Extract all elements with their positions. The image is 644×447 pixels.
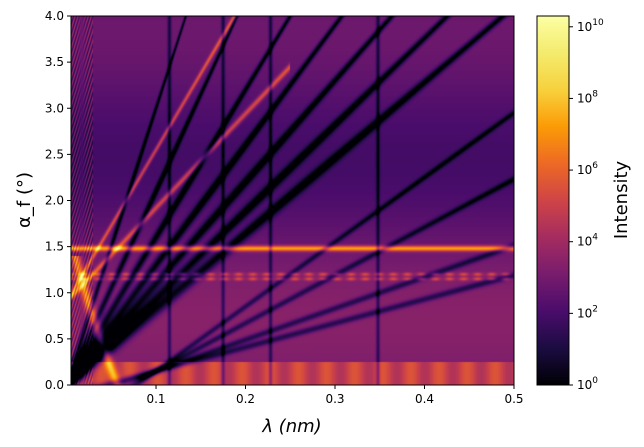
x-tick-label: 0.5 [504,392,523,406]
colorbar-tick-label: 100 [577,376,598,392]
x-tick-label: 0.1 [146,392,165,406]
colorbar-tick-label: 108 [577,89,598,105]
colorbar-tick-label: 1010 [577,18,604,34]
heatmap-area [70,15,515,386]
colorbar-tick-label: 106 [577,161,598,177]
colorbar: 100 102 104 106 108 1010 Intensity [536,15,632,392]
x-axis-label-symbol: λ (nm) [261,416,321,437]
y-axis-ticks: 0.0 0.5 1.0 1.5 2.0 2.5 3.0 3.5 4.0 [45,9,71,392]
x-axis-ticks: 0.1 0.2 0.3 0.4 0.5 [146,385,524,406]
y-tick-label: 1.5 [45,240,64,254]
colorbar-label: Intensity [611,160,632,239]
x-axis-label: λ (nm) [261,416,321,437]
y-tick-label: 0.5 [45,332,64,346]
y-tick-label: 2.0 [45,194,64,208]
y-tick-label: 0.0 [45,378,64,392]
y-tick-label: 3.0 [45,101,64,115]
y-axis-label: α_f (°) [14,172,35,228]
y-tick-label: 3.5 [45,55,64,69]
x-tick-label: 0.2 [236,392,255,406]
y-tick-label: 1.0 [45,286,64,300]
colorbar-gradient [536,15,570,386]
colorbar-tick-label: 102 [577,304,598,320]
y-tick-label: 2.5 [45,147,64,161]
y-tick-label: 4.0 [45,9,64,23]
x-tick-label: 0.4 [415,392,434,406]
x-tick-label: 0.3 [325,392,344,406]
colorbar-tick-label: 104 [577,233,598,249]
heatmap-canvas [71,16,514,385]
colorbar-ticks: 100 102 104 106 108 1010 [569,18,604,392]
